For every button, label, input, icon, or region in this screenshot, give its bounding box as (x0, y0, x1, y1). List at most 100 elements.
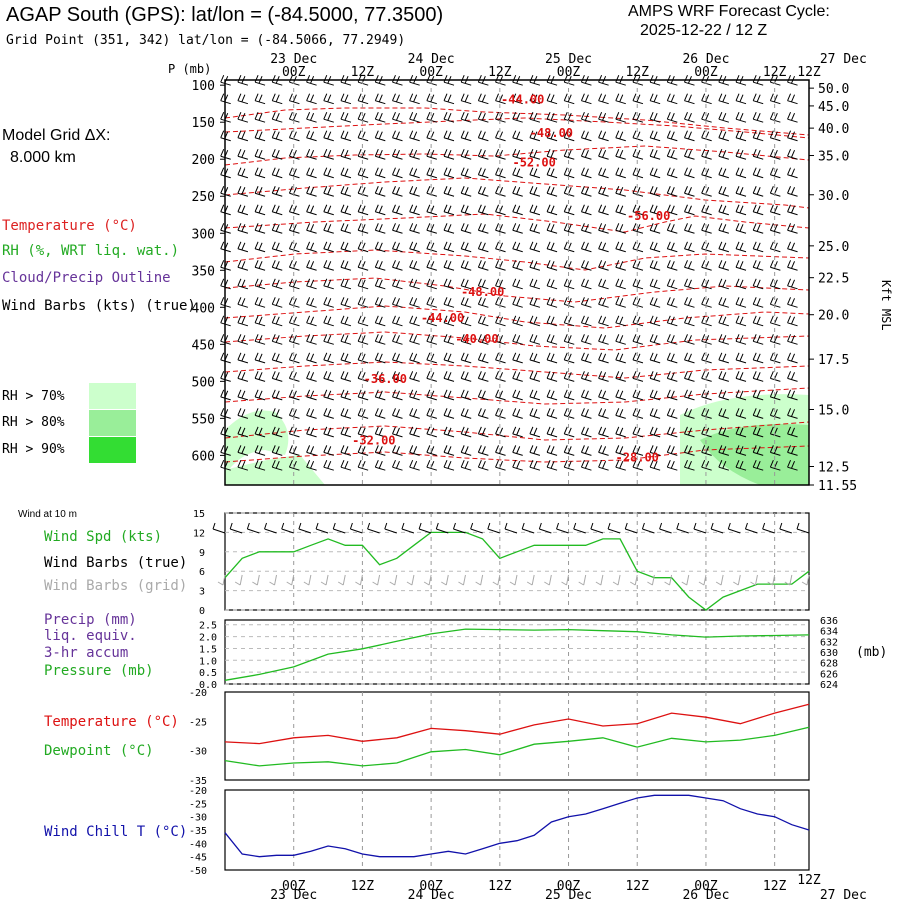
wind-barb (477, 334, 489, 345)
wind-barb (769, 167, 781, 179)
wind-barb (374, 297, 386, 308)
wind-barb (718, 408, 729, 419)
time-hour-label-bottom: 00Z (557, 879, 581, 894)
wind-barb (769, 408, 781, 419)
true-wind-barb (418, 522, 432, 534)
wind-barb (718, 315, 729, 327)
wind-barb (752, 93, 764, 105)
wind-barb (477, 371, 489, 382)
wind-barb (271, 445, 283, 456)
wind-barb (288, 315, 300, 327)
wind-barb (271, 223, 283, 234)
wind-barb (701, 371, 712, 382)
wind-barb (271, 241, 283, 253)
temperature-contour (224, 445, 810, 463)
wind-barb (769, 223, 781, 234)
wind-barb (271, 260, 283, 271)
wind-barbs-true-label: Wind Barbs (true) (44, 555, 188, 571)
grid-wind-barb (750, 574, 758, 586)
wind-barb (409, 223, 420, 234)
wind-barb (563, 112, 575, 123)
wind-barb (357, 223, 369, 234)
wind-barb (735, 93, 747, 105)
kft-tick-label: 25.0 (818, 240, 849, 255)
wind-barb (477, 186, 489, 197)
wind-barb (426, 204, 437, 216)
wind-barb (701, 297, 712, 308)
wind-barb (409, 408, 420, 419)
wind-barb (666, 93, 678, 105)
wind-barb (529, 352, 541, 364)
wind-barb (512, 352, 523, 364)
wind-barb (426, 112, 437, 123)
grid-wind-barb (509, 574, 518, 586)
wind-barb (374, 204, 386, 216)
grid-wind-barb (252, 574, 260, 586)
wind-barb (288, 352, 300, 364)
wind-barb (752, 426, 764, 438)
wind-barb (787, 112, 798, 123)
wind-barb (306, 112, 317, 123)
wind-barb (460, 130, 472, 142)
wind-barb (529, 389, 541, 401)
grid-wind-barb (217, 574, 226, 586)
wind-barb (443, 371, 455, 382)
wind-barb (306, 297, 317, 308)
wind-barb (787, 204, 798, 216)
rh90-swatch (89, 437, 136, 463)
true-wind-barb (315, 522, 329, 534)
day-label-top: 23 Dec (270, 52, 317, 67)
wind-chill-tick: -45 (189, 853, 207, 864)
wind-barb (563, 408, 575, 419)
wind-barb (598, 426, 609, 438)
wind-barb (495, 371, 506, 382)
wind-barb (426, 426, 437, 438)
wind-barb (237, 93, 249, 105)
wind-barb (666, 130, 678, 142)
wind-barb (580, 112, 592, 123)
true-wind-barb (573, 522, 586, 534)
wind-barb (512, 186, 523, 197)
wind-barb (340, 186, 352, 197)
wind-barb (271, 186, 283, 197)
true-wind-barb (762, 522, 775, 534)
wind-barb (512, 426, 523, 438)
wind-barb (374, 459, 386, 471)
wind-barb (495, 223, 506, 234)
wind-barb (306, 241, 317, 253)
true-wind-barb (401, 522, 415, 534)
wind-barb (306, 260, 317, 271)
wind-barb (271, 93, 283, 105)
grid-wind-barb (698, 574, 707, 586)
wind-speed-tick: 6 (199, 567, 205, 578)
wind-barb (357, 186, 369, 197)
grid-wind-barb (801, 574, 810, 586)
precip-tick: 1.0 (199, 656, 217, 667)
wind-barb (288, 223, 300, 234)
wind-barb (546, 352, 558, 364)
wind-barb (546, 459, 558, 471)
wind-barb (426, 130, 437, 142)
wind-speed-tick: 12 (193, 528, 205, 539)
wind-barb (701, 186, 712, 197)
wind-barb (254, 186, 266, 197)
true-wind-barb (607, 522, 621, 534)
wind-barb (546, 408, 558, 419)
wind-barb (580, 459, 592, 471)
wind-barb (649, 204, 661, 216)
wind-barb (769, 389, 781, 401)
wind-barb (460, 260, 472, 271)
wind-barb (684, 315, 695, 327)
precip-tick: 0.5 (199, 668, 217, 679)
wind-barb (443, 93, 455, 105)
wind-barb (271, 297, 283, 308)
wind-barb (340, 426, 352, 438)
wind-barb (409, 352, 420, 364)
wind-barb (409, 315, 420, 327)
wind-barb (580, 223, 592, 234)
wind-barb (752, 223, 764, 234)
wind-barb (340, 260, 352, 271)
wind-barb (477, 167, 489, 179)
wind-barb (580, 389, 592, 401)
pressure-tick: 626 (820, 669, 838, 680)
